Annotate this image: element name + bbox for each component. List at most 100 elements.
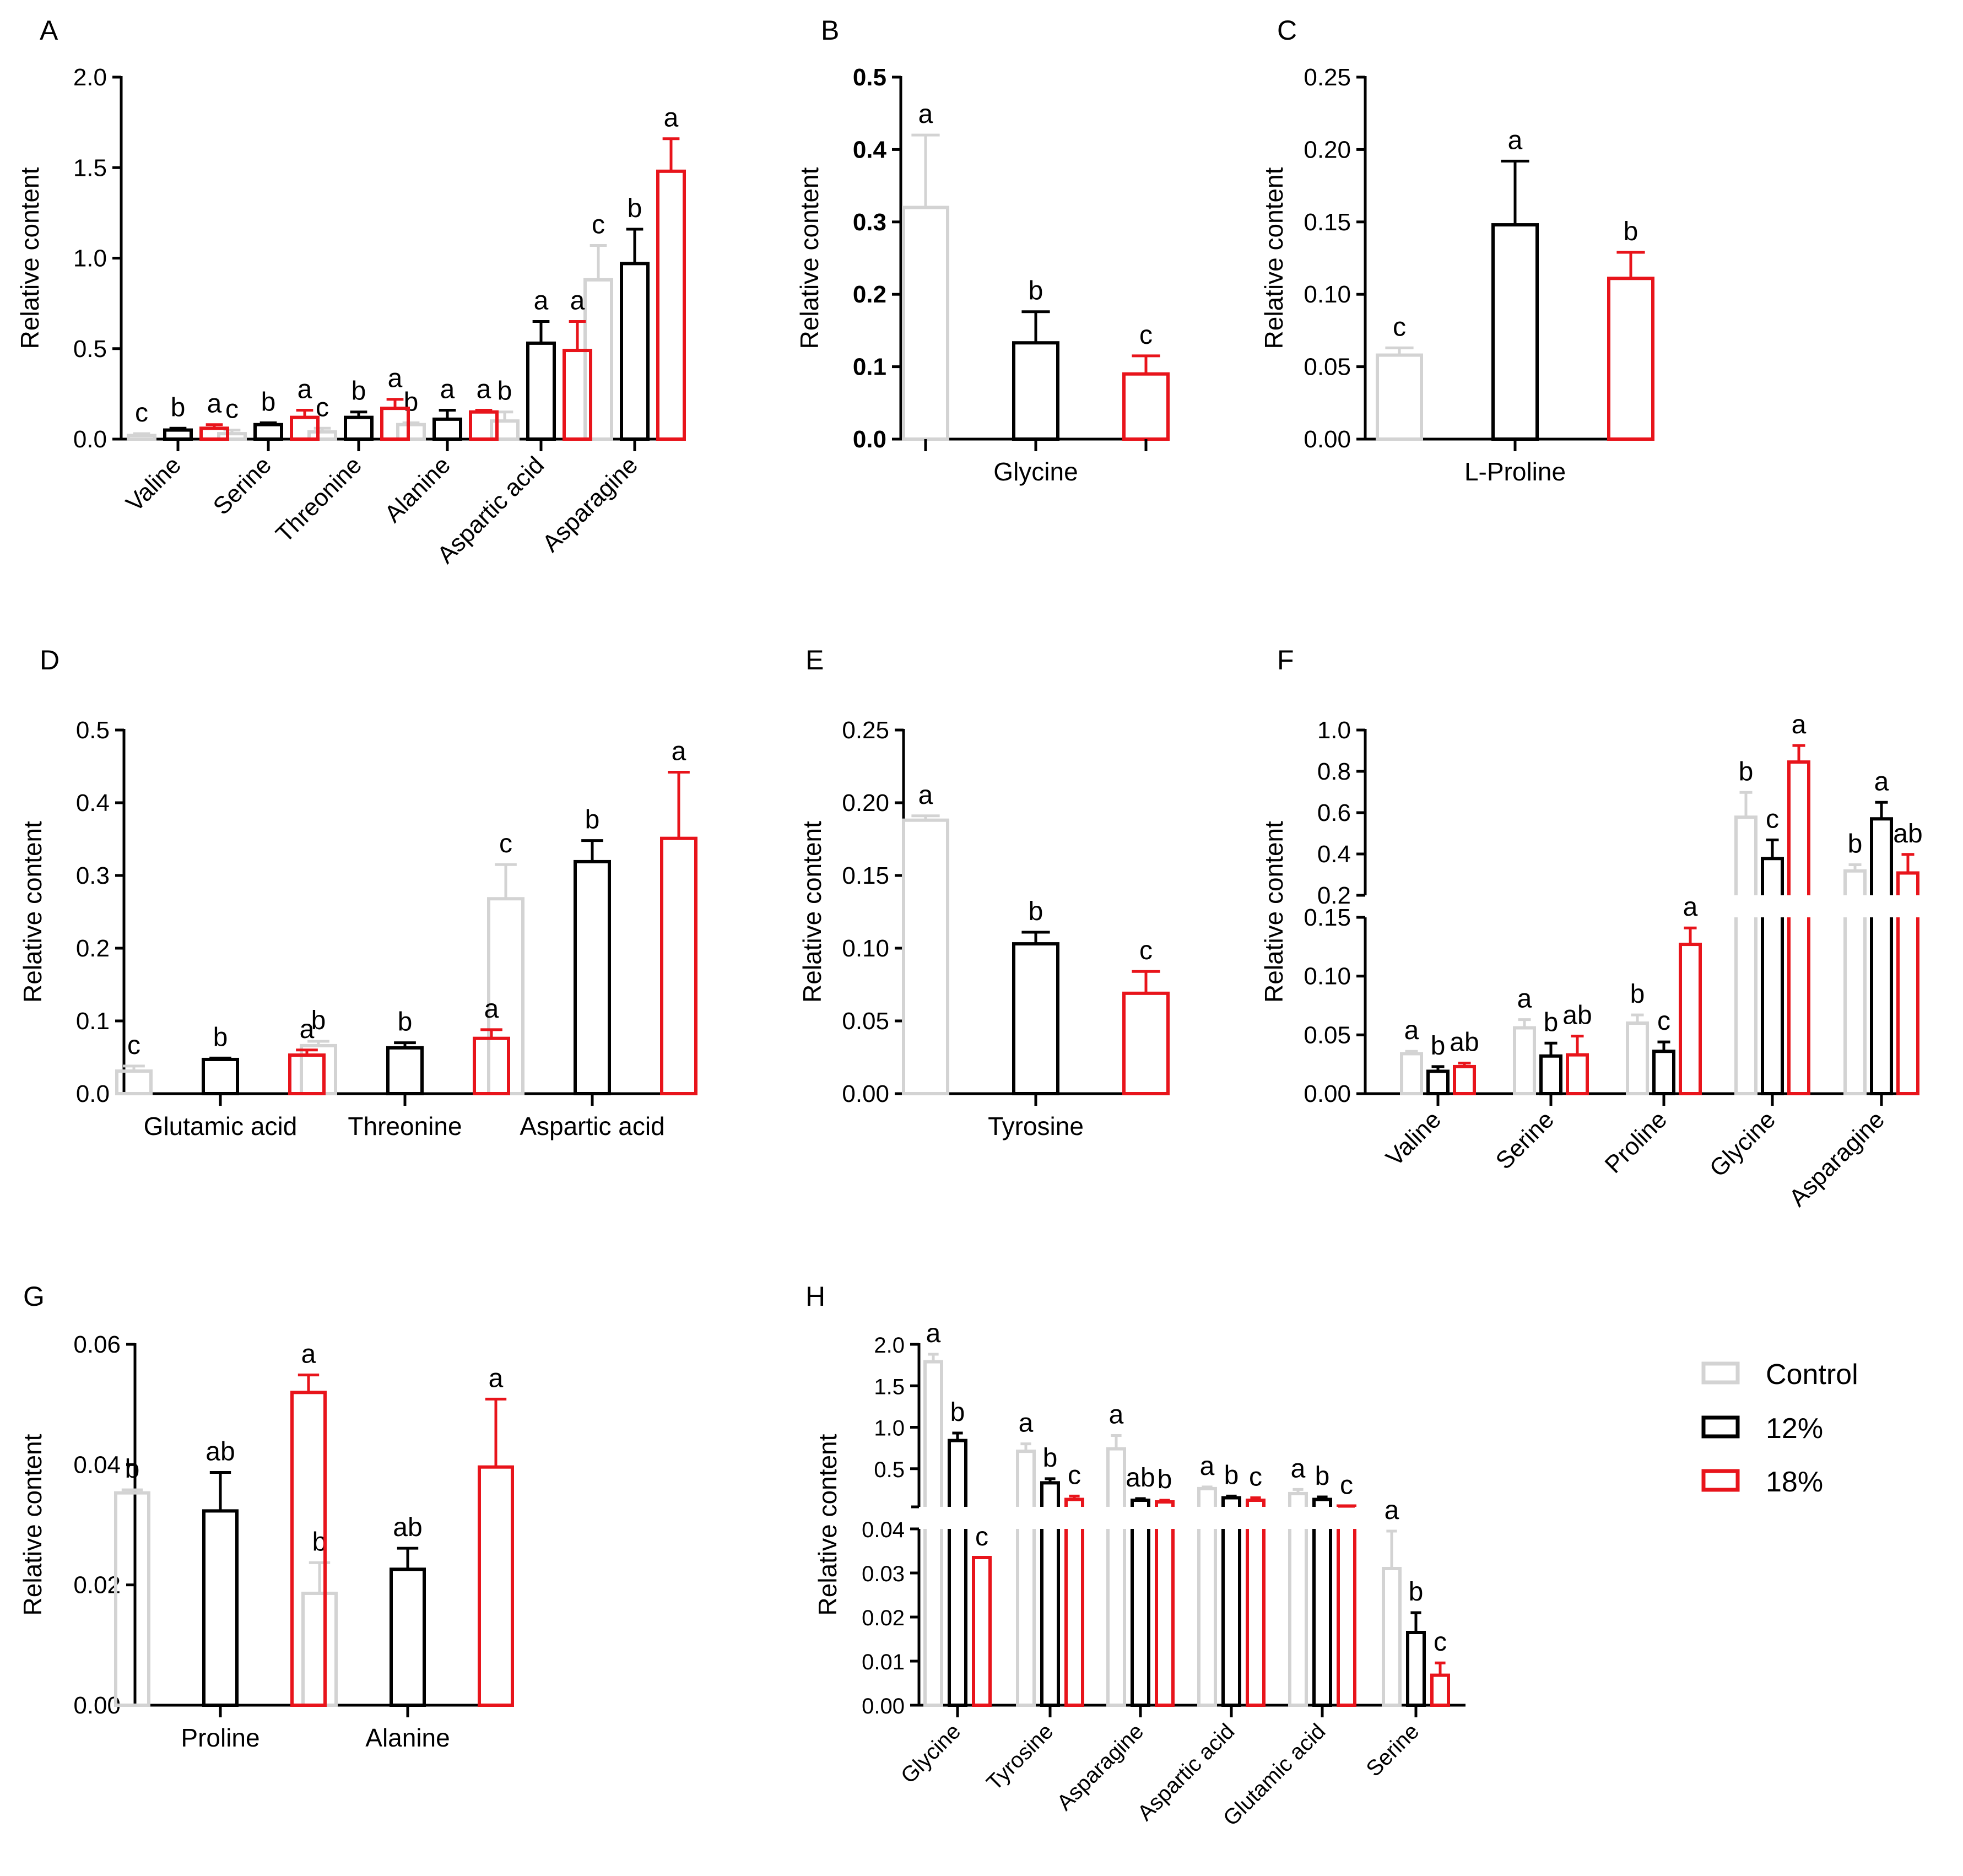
bar [1131, 1498, 1150, 1507]
bar [923, 1360, 943, 1507]
y-tick-label: 0.05 [1304, 354, 1351, 381]
significance-letter: b [1544, 1008, 1559, 1037]
significance-letter: a [388, 364, 403, 393]
bar [115, 1069, 153, 1095]
bar [1539, 1054, 1562, 1095]
bar [1426, 1069, 1450, 1096]
significance-letter: a [1508, 126, 1523, 155]
significance-letter: b [1029, 897, 1043, 926]
significance-letter: a [1792, 710, 1807, 739]
chart-panel-H: 0.00 0.01 0.02 0.03 0.04 0.5 1.0 1.5 2.0 Relative… [813, 1319, 1466, 1831]
y-tick-label: 0.10 [842, 935, 889, 962]
significance-letter: a [440, 375, 455, 404]
panel-letter-G: G [23, 1281, 45, 1312]
x-tick-label: Serine [1361, 1719, 1424, 1781]
bar [526, 341, 556, 441]
significance-letter: c [1434, 1628, 1447, 1657]
y-tick-label: 0.4 [76, 790, 110, 817]
bar [478, 1465, 514, 1707]
x-tick-label: Aspartic acid [520, 1112, 664, 1140]
panel-letter-C: C [1277, 15, 1297, 46]
bar [1197, 1529, 1217, 1707]
bar [1337, 1529, 1356, 1707]
y-tick-label: 0.1 [853, 354, 886, 381]
significance-letter: c [1657, 1007, 1670, 1036]
bar [473, 1036, 510, 1096]
bar [1652, 1050, 1675, 1095]
bar [1064, 1529, 1084, 1707]
y-tick-label: 0.02 [73, 1572, 121, 1599]
significance-letter: b [1848, 830, 1863, 859]
bar [386, 1046, 424, 1095]
y-tick-label: 2.0 [874, 1333, 905, 1358]
significance-letter: b [1630, 980, 1645, 1009]
bar [1337, 1504, 1356, 1508]
bar [1453, 1064, 1476, 1096]
significance-letter: b [1043, 1444, 1058, 1473]
significance-letter: c [499, 829, 512, 858]
y-tick-label: 0.05 [842, 1008, 889, 1035]
bar [1626, 1021, 1649, 1095]
x-tick-label: Glycine [993, 457, 1078, 486]
significance-letter: ab [1126, 1463, 1155, 1493]
significance-letter: c [592, 210, 605, 240]
significance-letter: c [225, 395, 239, 424]
significance-letter: a [477, 375, 491, 404]
bar [432, 417, 462, 441]
significance-letter: a [534, 286, 549, 315]
panel-letter-D: D [40, 645, 60, 675]
y-axis-title: Relative content [798, 821, 826, 1003]
significance-letter: b [1029, 277, 1043, 306]
y-tick-label: 0.4 [1317, 841, 1351, 868]
y-axis-title: Relative content [18, 821, 47, 1003]
significance-letter: a [1517, 985, 1532, 1014]
y-tick-label: 0.3 [853, 209, 886, 236]
bar [1376, 353, 1423, 441]
significance-letter: b [125, 1455, 140, 1484]
significance-letter: c [135, 398, 148, 428]
y-tick-label: 0.01 [862, 1650, 905, 1674]
y-axis-title: Relative content [1259, 167, 1288, 349]
bar [656, 169, 686, 441]
legend-swatch-12 [1701, 1415, 1740, 1439]
significance-letter: c [127, 1031, 140, 1060]
y-tick-label: 1.0 [874, 1417, 905, 1441]
significance-letter: ab [393, 1513, 422, 1542]
y-tick-label: 0.20 [842, 790, 889, 817]
x-tick-label: Tyrosine [988, 1112, 1084, 1140]
bar [1870, 817, 1893, 895]
bar [1064, 1497, 1084, 1507]
y-tick-label: 0.10 [1304, 281, 1351, 308]
bar [288, 1053, 326, 1096]
x-tick-label: Asparagine [1052, 1719, 1148, 1815]
y-tick-label: 1.0 [1317, 717, 1351, 744]
significance-letter: a [298, 375, 312, 404]
bar [1734, 815, 1757, 895]
x-tick-label: Glycine [896, 1719, 965, 1788]
significance-letter: a [484, 994, 499, 1024]
chart-panel-E: 0.00 0.05 0.10 0.15 0.20 0.25 Relative content… [798, 717, 1170, 1140]
chart-panel-C: 0.00 0.05 0.10 0.15 0.20 0.25 Relative content… [1259, 64, 1654, 486]
x-tick-label: L-Proline [1464, 457, 1566, 486]
y-tick-label: 0.25 [842, 717, 889, 744]
bar [1761, 857, 1784, 895]
bar [1761, 917, 1784, 1095]
x-tick-label: Valine [121, 451, 186, 517]
legend: Control 12% 18% [1701, 1359, 1858, 1498]
y-tick-label: 0.20 [1304, 136, 1351, 163]
bar [1787, 917, 1810, 1095]
significance-letter: a [1404, 1016, 1419, 1045]
significance-letter: ab [206, 1437, 235, 1467]
panel-letter-E: E [805, 645, 824, 675]
y-tick-label: 0.8 [1317, 758, 1351, 785]
bar [1513, 1026, 1536, 1095]
bar [948, 1439, 967, 1507]
bar [1734, 917, 1757, 1095]
significance-letter: b [1315, 1462, 1330, 1491]
significance-letter: a [207, 390, 222, 419]
y-axis-title: Relative content [813, 1434, 842, 1615]
y-axis-title: Relative content [795, 167, 824, 349]
y-tick-label: 0.00 [862, 1694, 905, 1718]
bar [1122, 372, 1170, 441]
bar [1491, 223, 1539, 441]
